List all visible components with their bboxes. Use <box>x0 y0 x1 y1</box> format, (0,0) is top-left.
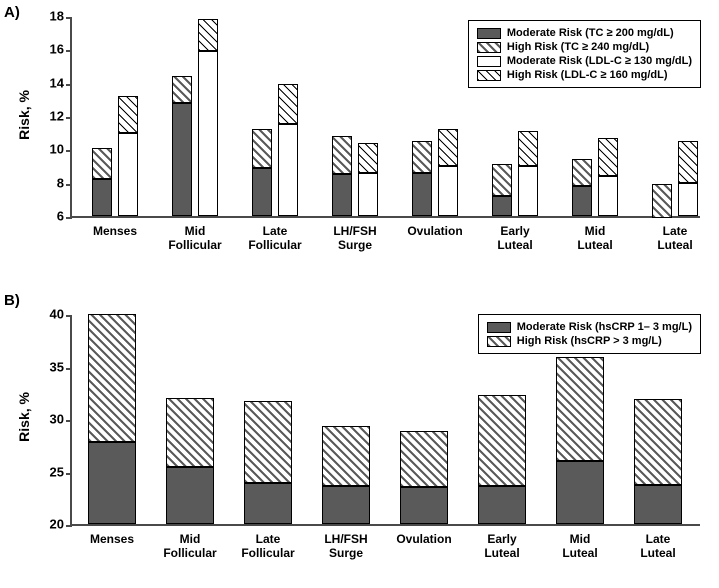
x-tick-label: Late Luteal <box>657 224 692 253</box>
bar-ldl <box>118 96 138 216</box>
legend-row: Moderate Risk (LDL-C ≥ 130 mg/dL) <box>477 55 692 67</box>
x-tick-label: Ovulation <box>407 224 462 238</box>
bar-tc <box>492 164 512 216</box>
legend-label: Moderate Risk (LDL-C ≥ 130 mg/dL) <box>507 55 692 67</box>
legend-swatch <box>487 336 511 347</box>
x-tick-label: Early Luteal <box>484 532 519 561</box>
x-tick-label: Mid Luteal <box>562 532 597 561</box>
bar-hscrp <box>322 426 370 524</box>
bar-hscrp <box>166 398 214 524</box>
bar-ldl <box>518 131 538 216</box>
legend-row: Moderate Risk (TC ≥ 200 mg/dL) <box>477 27 692 39</box>
bar-tc <box>332 136 352 216</box>
legend-swatch <box>477 56 501 67</box>
bar-ldl <box>438 129 458 216</box>
x-tick-label: LH/FSH Surge <box>324 532 367 561</box>
x-tick-label: Ovulation <box>396 532 451 546</box>
bar-hscrp <box>88 314 136 524</box>
legend-label: High Risk (TC ≥ 240 mg/dL) <box>507 41 649 53</box>
bar-tc <box>412 141 432 216</box>
bar-ldl <box>278 84 298 216</box>
figure-container: A) Risk, % 6 8 10 12 14 16 18 Menses Mid Follicu… <box>0 0 719 588</box>
bar-tc <box>172 76 192 216</box>
panel-b-ylabel: Risk, % <box>16 392 32 442</box>
legend-label: High Risk (hsCRP > 3 mg/L) <box>517 335 662 347</box>
panel-b-label: B) <box>4 292 20 309</box>
y-tick-label: 6 <box>57 209 64 224</box>
bar-ldl <box>678 141 698 216</box>
x-tick-label: Mid Luteal <box>577 224 612 253</box>
legend-label: Moderate Risk (hsCRP 1– 3 mg/L) <box>517 321 692 333</box>
bar-tc <box>572 159 592 216</box>
legend-swatch <box>477 70 501 81</box>
y-tick-label: 10 <box>50 142 64 157</box>
x-tick-label: Menses <box>90 532 134 546</box>
y-tick-label: 16 <box>50 42 64 57</box>
bar-tc <box>652 184 672 216</box>
bar-tc <box>92 148 112 216</box>
legend-row: High Risk (TC ≥ 240 mg/dL) <box>477 41 692 53</box>
legend-swatch <box>487 322 511 333</box>
x-tick-label: LH/FSH Surge <box>333 224 376 253</box>
x-tick-label: Mid Follicular <box>168 224 221 253</box>
x-tick-label: Mid Follicular <box>163 532 216 561</box>
legend-label: High Risk (LDL-C ≥ 160 mg/dL) <box>507 69 668 81</box>
x-tick-label: Early Luteal <box>497 224 532 253</box>
bar-hscrp <box>634 399 682 524</box>
y-tick-label: 40 <box>50 307 64 322</box>
legend-row: Moderate Risk (hsCRP 1– 3 mg/L) <box>487 321 692 333</box>
y-tick-label: 12 <box>50 109 64 124</box>
bar-ldl <box>198 19 218 216</box>
y-tick-label: 14 <box>50 75 64 90</box>
y-tick-label: 25 <box>50 464 64 479</box>
bar-ldl <box>358 143 378 216</box>
bar-hscrp <box>478 395 526 524</box>
x-tick-label: Late Follicular <box>241 532 294 561</box>
y-tick-label: 18 <box>50 9 64 24</box>
y-tick-label: 20 <box>50 517 64 532</box>
legend-row: High Risk (hsCRP > 3 mg/L) <box>487 335 692 347</box>
x-tick-label: Menses <box>93 224 137 238</box>
bar-hscrp <box>244 401 292 524</box>
panel-a-label: A) <box>4 4 20 21</box>
legend-row: High Risk (LDL-C ≥ 160 mg/dL) <box>477 69 692 81</box>
bar-ldl <box>598 138 618 216</box>
legend-swatch <box>477 28 501 39</box>
y-tick-label: 30 <box>50 412 64 427</box>
x-tick-label: Late Follicular <box>248 224 301 253</box>
legend-a: Moderate Risk (TC ≥ 200 mg/dL) High Risk … <box>468 20 701 88</box>
legend-swatch <box>477 42 501 53</box>
bar-hscrp <box>400 431 448 524</box>
legend-label: Moderate Risk (TC ≥ 200 mg/dL) <box>507 27 674 39</box>
bar-hscrp <box>556 357 604 524</box>
y-tick-label: 35 <box>50 359 64 374</box>
y-tick-label: 8 <box>57 175 64 190</box>
x-tick-label: Late Luteal <box>640 532 675 561</box>
panel-a-ylabel: Risk, % <box>16 90 32 140</box>
legend-b: Moderate Risk (hsCRP 1– 3 mg/L) High Risk… <box>478 314 701 354</box>
bar-tc <box>252 129 272 216</box>
